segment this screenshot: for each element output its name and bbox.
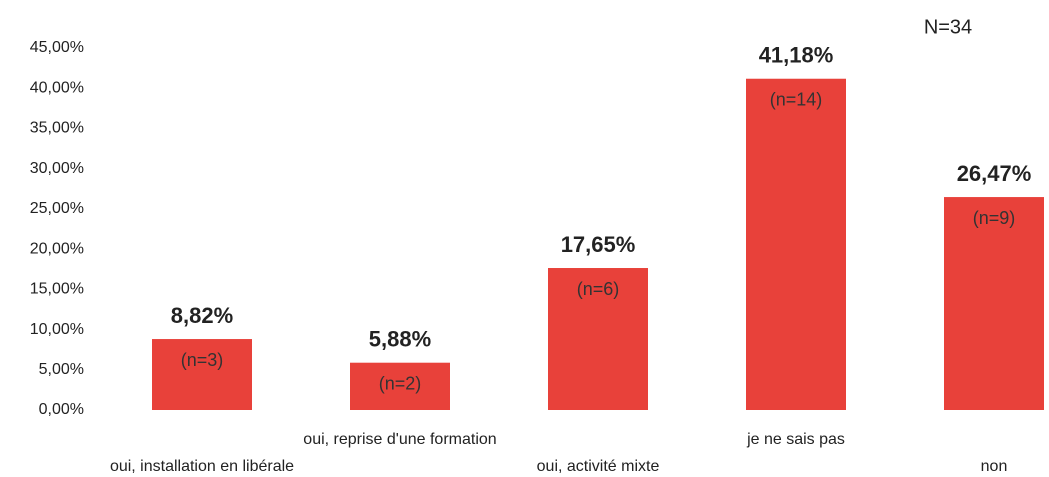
y-tick-label: 0,00% <box>39 401 84 418</box>
y-tick-label: 5,00% <box>39 361 84 378</box>
y-tick-label: 30,00% <box>30 160 84 177</box>
count-label: (n=6) <box>577 279 620 299</box>
y-tick-label: 45,00% <box>30 39 84 56</box>
x-tick-label: je ne sais pas <box>746 431 845 448</box>
y-tick-label: 15,00% <box>30 281 84 298</box>
sample-size: N=34 <box>924 16 972 38</box>
value-label: 17,65% <box>561 232 636 257</box>
value-label: 8,82% <box>171 303 233 328</box>
count-label: (n=14) <box>770 89 823 109</box>
count-label: (n=2) <box>379 373 422 393</box>
bar <box>944 197 1044 410</box>
bar <box>152 339 252 410</box>
y-tick-label: 10,00% <box>30 321 84 338</box>
bar <box>350 362 450 410</box>
x-tick-label: non <box>981 458 1008 475</box>
y-tick-label: 20,00% <box>30 240 84 257</box>
x-tick-label: oui, activité mixte <box>537 458 660 475</box>
y-tick-label: 40,00% <box>30 79 84 96</box>
value-label: 26,47% <box>957 161 1032 186</box>
bar <box>548 268 648 410</box>
x-tick-label: oui, reprise d'une formation <box>303 431 496 448</box>
count-label: (n=9) <box>973 208 1016 228</box>
x-tick-label: oui, installation en libérale <box>110 458 294 475</box>
y-tick-label: 35,00% <box>30 120 84 137</box>
y-tick-label: 25,00% <box>30 200 84 217</box>
value-label: 5,88% <box>369 327 431 352</box>
bar <box>746 78 846 411</box>
value-label: 41,18% <box>759 43 834 68</box>
count-label: (n=3) <box>181 350 224 370</box>
